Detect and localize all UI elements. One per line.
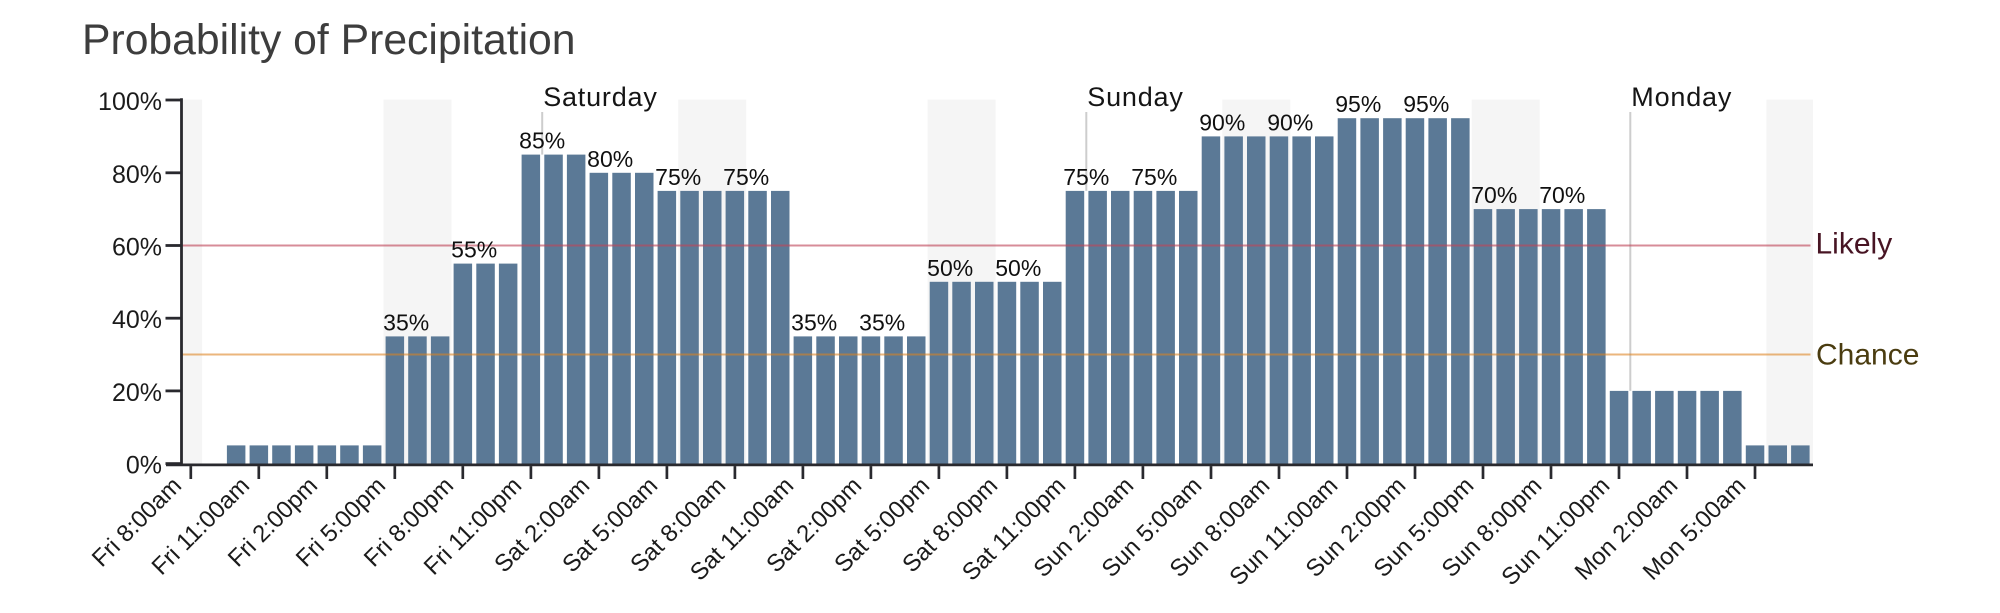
- svg-text:Likely: Likely: [1816, 228, 1893, 261]
- svg-text:40%: 40%: [112, 306, 162, 334]
- svg-text:Chance: Chance: [1816, 339, 1919, 372]
- svg-text:90%: 90%: [1267, 109, 1313, 135]
- svg-text:0%: 0%: [126, 452, 162, 480]
- svg-text:Probability of Precipitation: Probability of Precipitation: [82, 16, 576, 64]
- svg-text:35%: 35%: [791, 309, 837, 335]
- svg-text:75%: 75%: [1131, 164, 1177, 190]
- svg-text:50%: 50%: [995, 255, 1041, 281]
- svg-text:95%: 95%: [1335, 91, 1381, 117]
- svg-text:55%: 55%: [451, 237, 497, 263]
- svg-text:80%: 80%: [112, 161, 162, 189]
- svg-text:75%: 75%: [723, 164, 769, 190]
- svg-text:Monday: Monday: [1631, 82, 1732, 112]
- svg-text:50%: 50%: [927, 255, 973, 281]
- svg-text:70%: 70%: [1471, 182, 1517, 208]
- svg-text:Saturday: Saturday: [543, 82, 657, 112]
- svg-text:70%: 70%: [1539, 182, 1585, 208]
- svg-text:35%: 35%: [383, 309, 429, 335]
- svg-text:35%: 35%: [859, 309, 905, 335]
- svg-text:85%: 85%: [519, 128, 565, 154]
- svg-text:75%: 75%: [655, 164, 701, 190]
- svg-text:100%: 100%: [98, 88, 162, 116]
- svg-text:95%: 95%: [1403, 91, 1449, 117]
- svg-text:80%: 80%: [587, 146, 633, 172]
- svg-text:75%: 75%: [1063, 164, 1109, 190]
- svg-text:90%: 90%: [1199, 109, 1245, 135]
- svg-text:Sunday: Sunday: [1087, 82, 1183, 112]
- svg-text:60%: 60%: [112, 234, 162, 262]
- svg-text:20%: 20%: [112, 379, 162, 407]
